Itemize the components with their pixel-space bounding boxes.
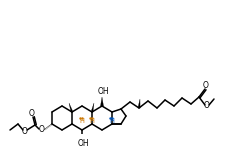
- Polygon shape: [69, 103, 73, 112]
- Text: O: O: [22, 127, 28, 135]
- Text: H: H: [109, 118, 114, 124]
- Text: O: O: [202, 81, 208, 89]
- Text: O: O: [29, 109, 35, 117]
- Text: O: O: [39, 125, 45, 133]
- Text: H: H: [89, 118, 94, 124]
- Text: OH: OH: [97, 87, 108, 97]
- Text: O: O: [203, 102, 209, 110]
- Text: H: H: [79, 118, 84, 124]
- Polygon shape: [100, 97, 103, 106]
- Polygon shape: [137, 99, 139, 108]
- Text: OH: OH: [77, 139, 89, 149]
- Polygon shape: [91, 103, 94, 112]
